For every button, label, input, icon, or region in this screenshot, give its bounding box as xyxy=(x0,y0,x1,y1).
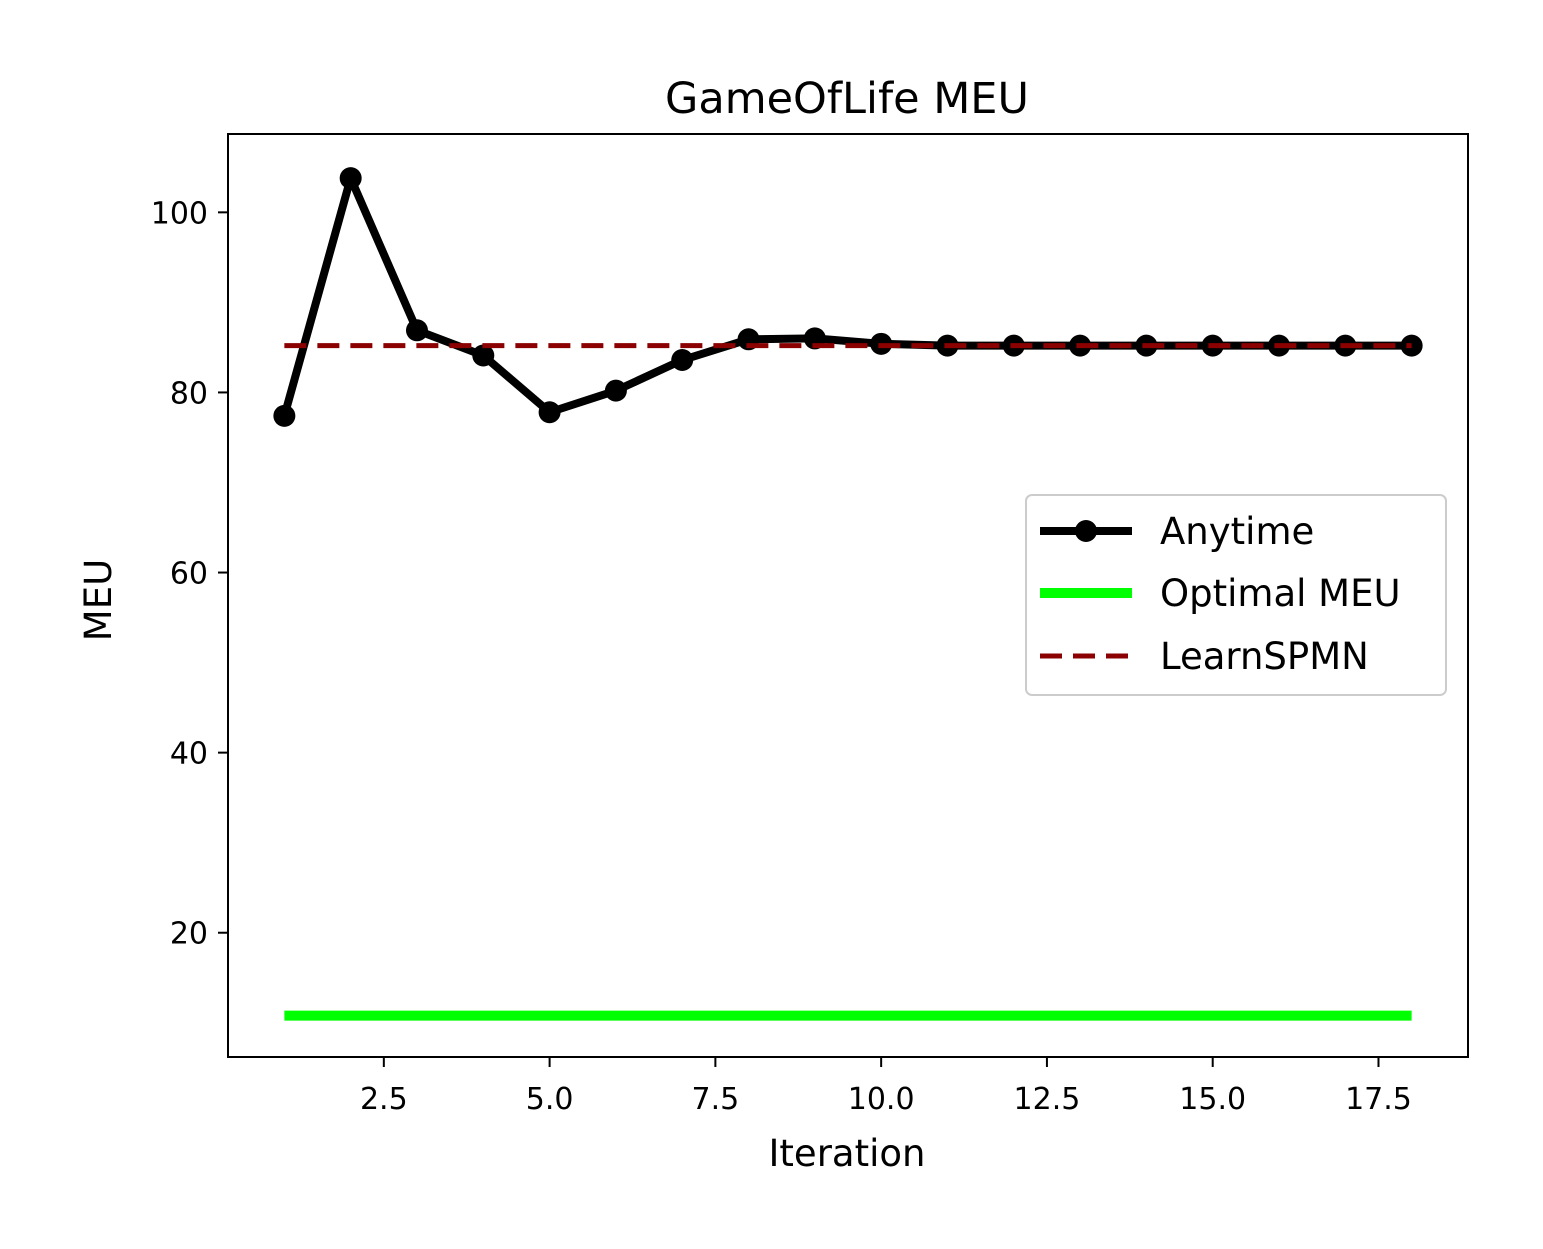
x-tick-label: 17.5 xyxy=(1345,1082,1412,1117)
plot-frame xyxy=(227,133,1469,1058)
x-tick-label: 15.0 xyxy=(1179,1082,1246,1117)
y-tick-label: 40 xyxy=(170,737,208,772)
x-tick-label: 5.0 xyxy=(526,1082,574,1117)
data-point xyxy=(472,344,495,367)
y-axis: 20 40 60 80 100 xyxy=(151,196,228,952)
y-tick-label: 20 xyxy=(170,917,208,952)
y-tick-label: 80 xyxy=(170,376,208,411)
legend-label-optimal-meu: Optimal MEU xyxy=(1160,572,1401,615)
legend: Anytime Optimal MEU LearnSPMN xyxy=(1025,494,1447,696)
y-tick-label: 60 xyxy=(170,557,208,592)
y-tick-label: 100 xyxy=(151,196,208,231)
legend-label-learnspmn: LearnSPMN xyxy=(1160,635,1369,678)
data-point xyxy=(339,167,362,190)
legend-box xyxy=(1025,494,1447,696)
legend-label-anytime: Anytime xyxy=(1160,510,1314,553)
y-axis-label: MEU xyxy=(77,559,120,641)
x-tick-label: 10.0 xyxy=(848,1082,915,1117)
x-tick-label: 7.5 xyxy=(692,1082,740,1117)
data-point xyxy=(273,404,296,427)
data-point xyxy=(405,319,428,342)
data-point xyxy=(604,379,627,402)
x-axis: 2.5 5.0 7.5 10.0 12.5 15.0 17.5 xyxy=(360,1057,1412,1117)
chart-title: GameOfLife MEU xyxy=(665,74,1029,124)
data-point xyxy=(671,349,694,372)
x-tick-label: 2.5 xyxy=(360,1082,408,1117)
data-point xyxy=(538,401,561,424)
x-tick-label: 12.5 xyxy=(1014,1082,1081,1117)
legend-items: Anytime Optimal MEU LearnSPMN xyxy=(1040,510,1401,678)
x-axis-label: Iteration xyxy=(769,1132,926,1175)
legend-marker-anytime xyxy=(1075,520,1097,542)
plot-area xyxy=(273,167,1423,1021)
